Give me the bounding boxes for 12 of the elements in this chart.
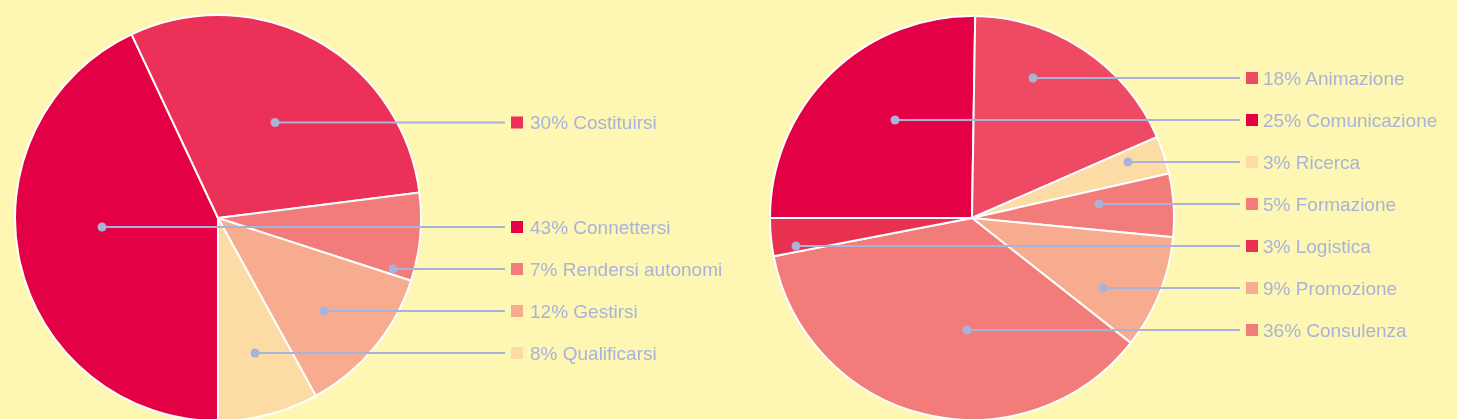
legend-label: 12% Gestirsi (530, 300, 638, 322)
legend-label: 3% Ricerca (1263, 151, 1361, 173)
legend-label: 30% Costituirsi (530, 112, 657, 134)
legend-label: 3% Logistica (1263, 235, 1372, 257)
legend-label: 9% Promozione (1263, 277, 1398, 299)
legend-label: 5% Formazione (1263, 193, 1397, 215)
legend-label: 18% Animazione (1263, 67, 1405, 89)
legend-label: 36% Consulenza (1263, 319, 1408, 341)
legend-label: 25% Comunicazione (1263, 109, 1438, 131)
legend-label: 8% Qualificarsi (530, 342, 657, 364)
legend-label: 43% Connettersi (530, 216, 671, 238)
legend-label: 7% Rendersi autonomi (530, 258, 723, 280)
